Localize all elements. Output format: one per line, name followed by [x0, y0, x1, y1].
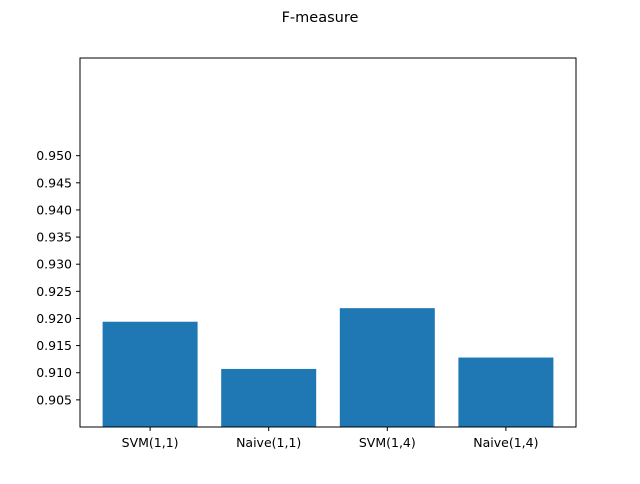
x-tick-label: Naive(1,4)	[473, 435, 538, 450]
y-tick-label: 0.945	[36, 175, 72, 190]
bars-layer	[102, 308, 554, 427]
y-tick-label: 0.930	[36, 257, 72, 272]
chart-title: F-measure	[282, 10, 359, 26]
y-tick-label: 0.910	[36, 365, 72, 380]
y-tick-label: 0.920	[36, 311, 72, 326]
y-tick-label: 0.950	[36, 148, 72, 163]
y-tick-label: 0.925	[36, 284, 72, 299]
bar-2	[339, 308, 435, 427]
x-tick-label: SVM(1,1)	[122, 435, 179, 450]
bar-3	[458, 357, 554, 427]
y-tick-label: 0.905	[36, 392, 72, 407]
plot-frame	[79, 57, 577, 428]
y-axis: 0.905 0.910 0.915 0.920 0.925 0.930 0.935 0.940…	[36, 148, 80, 407]
bar-0	[102, 321, 198, 427]
y-tick-label: 0.940	[36, 202, 72, 217]
bar-1	[221, 368, 317, 427]
y-tick-label: 0.935	[36, 230, 72, 245]
x-tick-label: Naive(1,1)	[236, 435, 301, 450]
y-tick-label: 0.915	[36, 338, 72, 353]
x-tick-label: SVM(1,4)	[359, 435, 416, 450]
x-axis: SVM(1,1) Naive(1,1) SVM(1,4) Naive(1,4)	[122, 427, 539, 450]
